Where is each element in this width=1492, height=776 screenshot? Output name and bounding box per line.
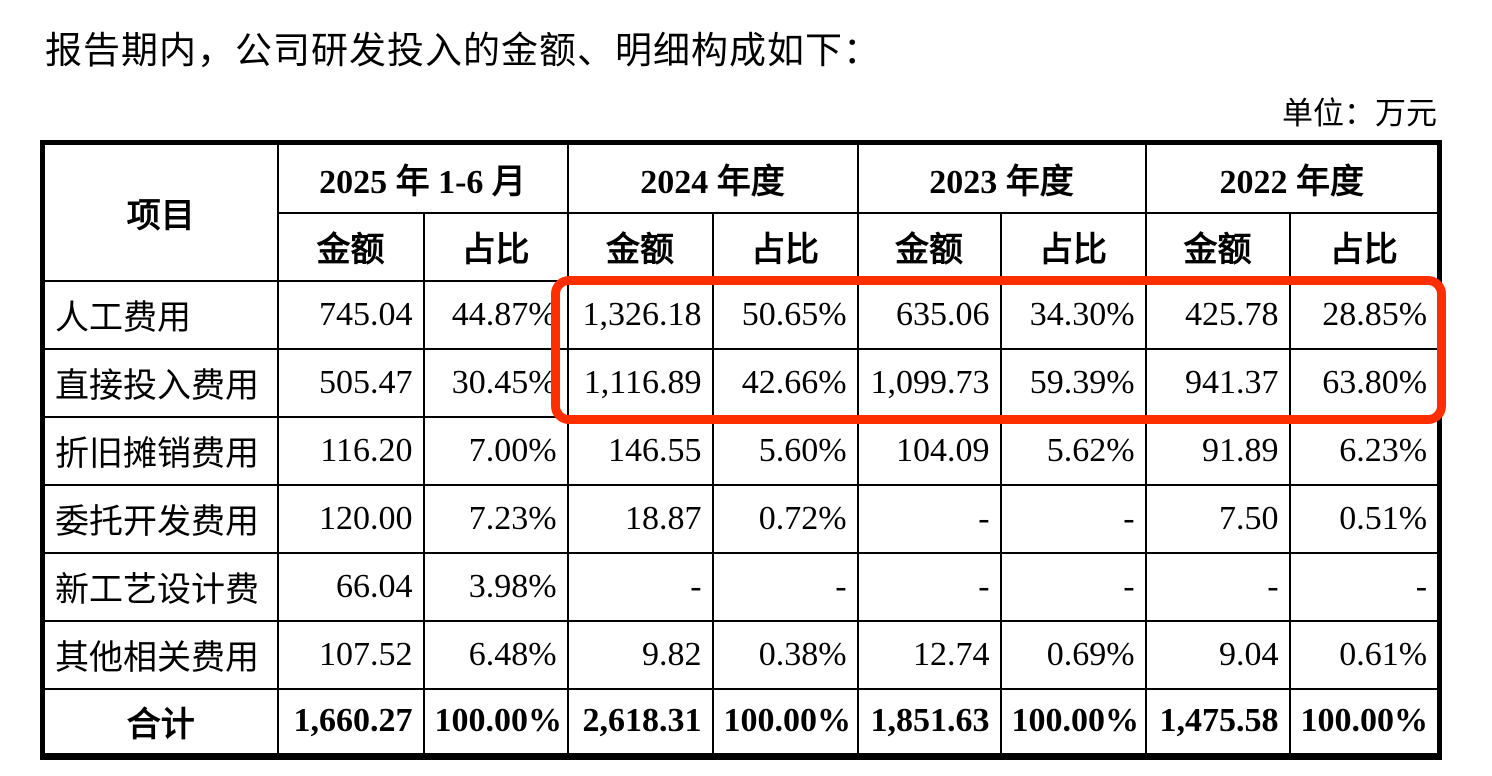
rd-expense-table: 项目 2025 年 1-6 月 2024 年度 2023 年度 2022 年度 … — [40, 140, 1443, 760]
cell-value: 100.00% — [999, 687, 1147, 758]
item-column-header: 项目 — [41, 141, 279, 282]
cell-value: 104.09 — [856, 415, 1002, 486]
cell-value: 745.04 — [276, 279, 425, 350]
cell-value: 146.55 — [566, 415, 714, 486]
cell-value: - — [1288, 551, 1441, 622]
cell-value: 5.62% — [999, 415, 1147, 486]
cell-value: 1,099.73 — [856, 347, 1002, 418]
cell-value: - — [1144, 551, 1291, 622]
cell-value: 3.98% — [422, 551, 569, 622]
cell-value: - — [856, 483, 1002, 554]
period-header-2023: 2023 年度 — [856, 141, 1147, 214]
cell-value: 0.51% — [1288, 483, 1441, 554]
cell-value: 100.00% — [1288, 687, 1441, 758]
amount-header: 金额 — [856, 211, 1002, 282]
total-row: 合计 1,660.27 100.00% 2,618.31 100.00% 1,851.63… — [41, 687, 1441, 758]
ratio-header: 占比 — [1288, 211, 1441, 282]
period-header-2025h1: 2025 年 1-6 月 — [276, 141, 569, 214]
cell-value: 1,851.63 — [856, 687, 1002, 758]
cell-value: 59.39% — [999, 347, 1147, 418]
cell-value: 120.00 — [276, 483, 425, 554]
row-item-label: 委托开发费用 — [41, 483, 279, 554]
cell-value: 34.30% — [999, 279, 1147, 350]
amount-header: 金额 — [566, 211, 714, 282]
cell-value: 505.47 — [276, 347, 425, 418]
cell-value: 100.00% — [422, 687, 569, 758]
row-item-label: 新工艺设计费 — [41, 551, 279, 622]
cell-value: 100.00% — [711, 687, 859, 758]
ratio-header: 占比 — [711, 211, 859, 282]
cell-value: 50.65% — [711, 279, 859, 350]
row-item-label: 折旧摊销费用 — [41, 415, 279, 486]
cell-value: 107.52 — [276, 619, 425, 690]
ratio-header: 占比 — [999, 211, 1147, 282]
cell-value: 0.38% — [711, 619, 859, 690]
ratio-header: 占比 — [422, 211, 569, 282]
cell-value: 7.50 — [1144, 483, 1291, 554]
table-row: 新工艺设计费 66.04 3.98% - - - - - - — [41, 551, 1441, 622]
cell-value: 635.06 — [856, 279, 1002, 350]
cell-value: 1,116.89 — [566, 347, 714, 418]
total-row-label: 合计 — [41, 687, 279, 758]
row-item-label: 直接投入费用 — [41, 347, 279, 418]
amount-header: 金额 — [1144, 211, 1291, 282]
cell-value: 42.66% — [711, 347, 859, 418]
cell-value: 30.45% — [422, 347, 569, 418]
cell-value: 12.74 — [856, 619, 1002, 690]
cell-value: 9.04 — [1144, 619, 1291, 690]
row-item-label: 人工费用 — [41, 279, 279, 350]
row-item-label: 其他相关费用 — [41, 619, 279, 690]
cell-value: 116.20 — [276, 415, 425, 486]
table-row: 委托开发费用 120.00 7.23% 18.87 0.72% - -7.50 0.51% — [41, 483, 1441, 554]
cell-value: - — [999, 551, 1147, 622]
cell-value: 1,660.27 — [276, 687, 425, 758]
cell-value: 425.78 — [1144, 279, 1291, 350]
table-row: 人工费用 745.04 44.87% 1,326.18 50.65% 635.06 34.3… — [41, 279, 1441, 350]
cell-value: 0.72% — [711, 483, 859, 554]
cell-value: 44.87% — [422, 279, 569, 350]
cell-value: 7.23% — [422, 483, 569, 554]
table-row: 直接投入费用 505.47 30.45% 1,116.89 42.66% 1,099.73… — [41, 347, 1441, 418]
cell-value: - — [999, 483, 1147, 554]
cell-value: 63.80% — [1288, 347, 1441, 418]
cell-value: 2,618.31 — [566, 687, 714, 758]
cell-value: - — [566, 551, 714, 622]
cell-value: - — [856, 551, 1002, 622]
cell-value: 0.61% — [1288, 619, 1441, 690]
cell-value: 7.00% — [422, 415, 569, 486]
cell-value: 91.89 — [1144, 415, 1291, 486]
cell-value: 18.87 — [566, 483, 714, 554]
cell-value: 1,475.58 — [1144, 687, 1291, 758]
cell-value: 9.82 — [566, 619, 714, 690]
cell-value: 0.69% — [999, 619, 1147, 690]
unit-label: 单位：万元 — [1282, 96, 1437, 131]
cell-value: 1,326.18 — [566, 279, 714, 350]
period-header-2024: 2024 年度 — [566, 141, 859, 214]
amount-header: 金额 — [276, 211, 425, 282]
cell-value: - — [711, 551, 859, 622]
period-header-2022: 2022 年度 — [1144, 141, 1441, 214]
cell-value: 5.60% — [711, 415, 859, 486]
header-row-periods: 项目 2025 年 1-6 月 2024 年度 2023 年度 2022 年度 — [41, 141, 1441, 282]
table-row: 折旧摊销费用 116.20 7.00% 146.55 5.60% 104.09 5.62% 9… — [41, 415, 1441, 486]
table-row: 其他相关费用 107.52 6.48% 9.82 0.38% 12.74 0.69% 9.04… — [41, 619, 1441, 690]
cell-value: 6.23% — [1288, 415, 1441, 486]
cell-value: 6.48% — [422, 619, 569, 690]
intro-text: 报告期内，公司研发投入的金额、明细构成如下： — [45, 31, 881, 72]
cell-value: 28.85% — [1288, 279, 1441, 350]
cell-value: 941.37 — [1144, 347, 1291, 418]
cell-value: 66.04 — [276, 551, 425, 622]
